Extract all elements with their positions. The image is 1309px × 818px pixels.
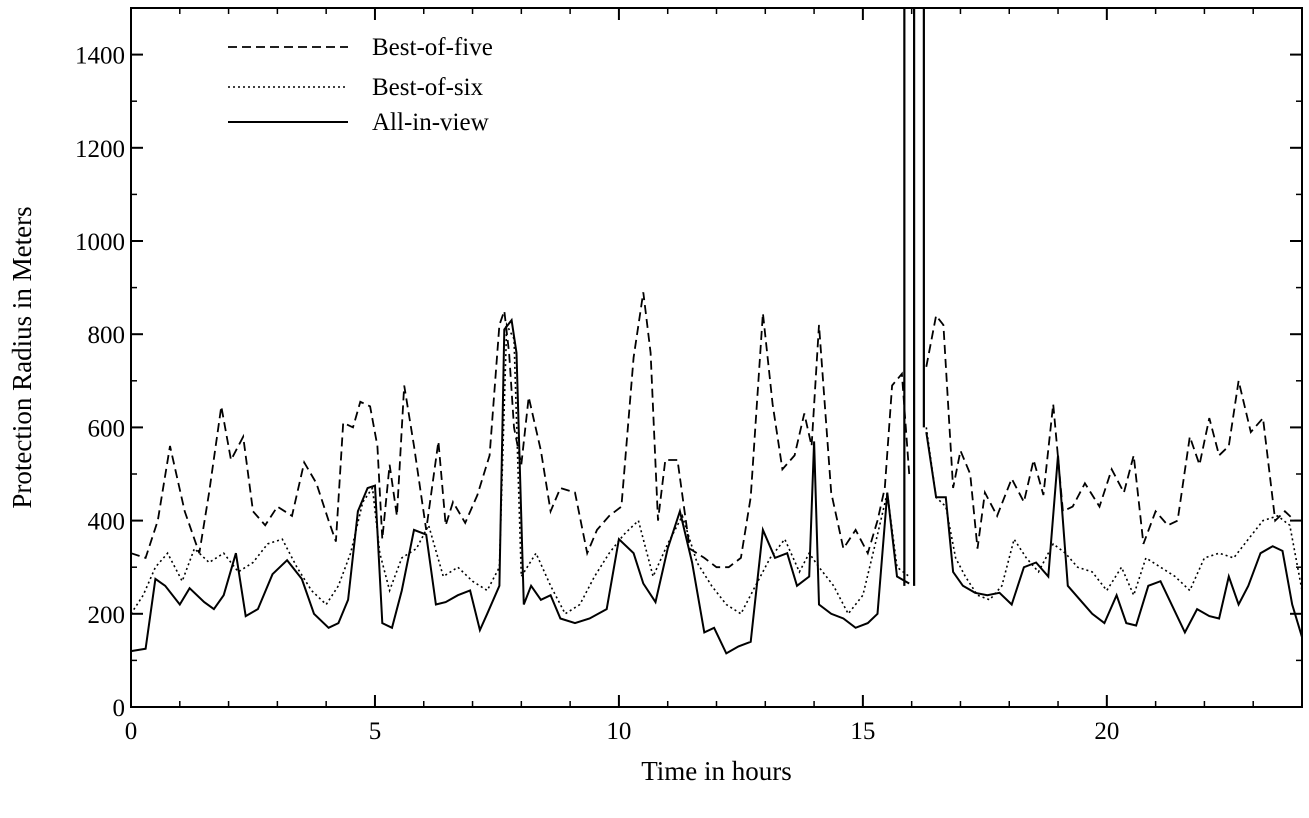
series-line-1-segment-1 [130, 292, 911, 569]
x-tick-label: 5 [369, 718, 382, 745]
vertical-spikes [903, 8, 925, 586]
y-tick-label: 600 [88, 415, 126, 442]
series-line-3-segment-1 [130, 317, 910, 655]
x-tick-label: 15 [850, 718, 875, 745]
y-axis: 0 200 400 600 800 1000 1200 1400 [75, 43, 1302, 722]
y-tick-label: 400 [88, 509, 126, 536]
series-line-1-segment-2 [925, 313, 1302, 549]
x-tick-label: 20 [1094, 718, 1119, 745]
plot-area [130, 7, 1303, 708]
legend: Best-of-five Best-of-six All-in-view [228, 34, 493, 136]
legend-label-2: Best-of-six [372, 74, 484, 101]
y-tick-label: 1400 [75, 43, 125, 70]
series-line-3-segment-2 [925, 431, 1303, 638]
plot-frame [130, 7, 1303, 708]
x-tick-label: 10 [606, 718, 631, 745]
series-line-2-segment-1 [130, 321, 910, 616]
x-tick-label: 0 [125, 718, 138, 745]
y-tick-label: 1000 [75, 229, 125, 256]
legend-label-1: Best-of-five [372, 34, 493, 61]
series-lines [130, 292, 1303, 655]
x-axis: 0 5 10 15 20 [125, 8, 1254, 745]
y-tick-label: 0 [113, 695, 126, 722]
legend-label-3: All-in-view [372, 109, 489, 136]
y-tick-label: 200 [88, 602, 126, 629]
y-tick-label: 1200 [75, 136, 125, 163]
x-axis-title: Time in hours [641, 756, 792, 786]
y-axis-title: Protection Radius in Meters [7, 206, 37, 508]
y-tick-label: 800 [88, 322, 126, 349]
